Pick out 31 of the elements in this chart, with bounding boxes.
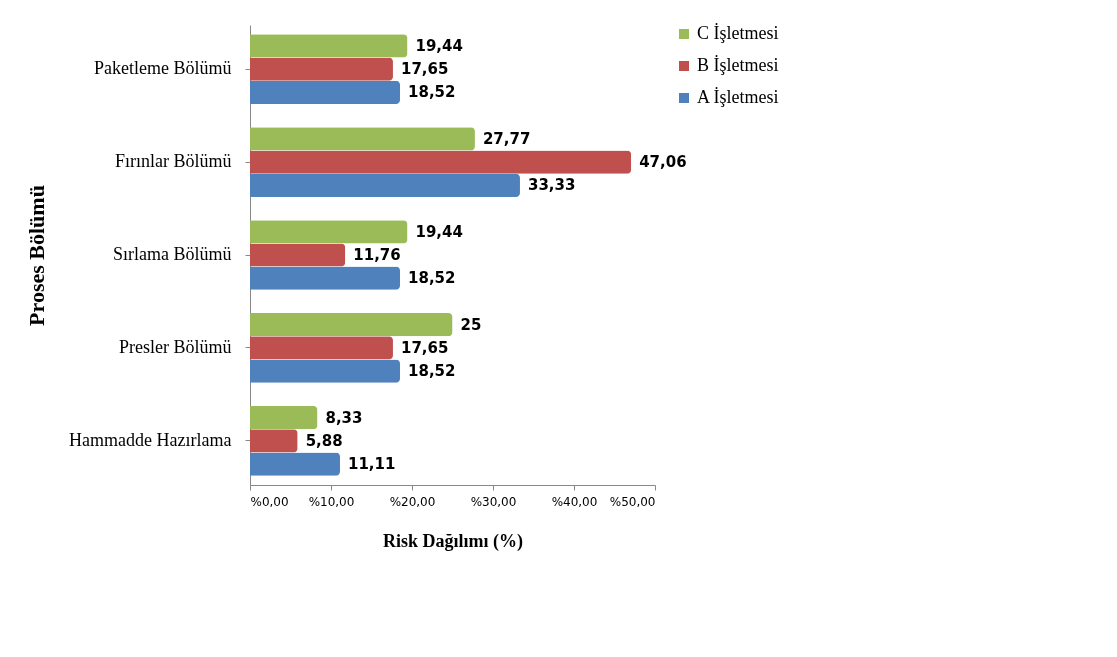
legend-label: A İşletmesi bbox=[697, 87, 779, 107]
y-tick-label: Fırınlar Bölümü bbox=[115, 151, 232, 172]
x-tick-label: %40,00 bbox=[551, 494, 598, 509]
data-label: 33,33 bbox=[527, 176, 576, 195]
data-label: 5,88 bbox=[305, 431, 343, 450]
y-tick-label: Paketleme Bölümü bbox=[94, 58, 232, 79]
data-label: 18,52 bbox=[408, 83, 456, 102]
data-label: 19,44 bbox=[415, 222, 463, 241]
data-label: 19,44 bbox=[415, 36, 463, 55]
x-tick-label: %30,00 bbox=[470, 494, 517, 509]
y-tick-label: Presler Bölümü bbox=[119, 336, 232, 357]
x-tick-label: %50,00 bbox=[609, 494, 656, 509]
data-label: 17,65 bbox=[400, 338, 449, 357]
data-label: 18,52 bbox=[408, 269, 456, 288]
x-tick-label: %0,00 bbox=[250, 494, 289, 509]
data-label: 11,11 bbox=[347, 455, 396, 474]
x-tick-label: %10,00 bbox=[308, 494, 355, 509]
x-axis-title: Risk Dağılımı (%) bbox=[382, 530, 524, 552]
legend-label: C İşletmesi bbox=[697, 23, 779, 43]
y-tick-label: Hammadde Hazırlama bbox=[69, 429, 232, 450]
y-tick-label: Sırlama Bölümü bbox=[113, 244, 232, 264]
data-label: 47,06 bbox=[639, 153, 687, 172]
data-label: 11,76 bbox=[353, 246, 401, 264]
y-axis-title: Proses Bölümü bbox=[24, 185, 50, 326]
x-tick-label: %20,00 bbox=[389, 494, 436, 509]
data-label: 8,33 bbox=[325, 408, 363, 427]
data-label: 17,65 bbox=[400, 60, 449, 79]
data-label: 27,77 bbox=[482, 129, 531, 148]
data-label: 25 bbox=[460, 315, 482, 334]
legend-label: B İşletmesi bbox=[697, 55, 779, 75]
data-label: 18,52 bbox=[408, 362, 456, 381]
